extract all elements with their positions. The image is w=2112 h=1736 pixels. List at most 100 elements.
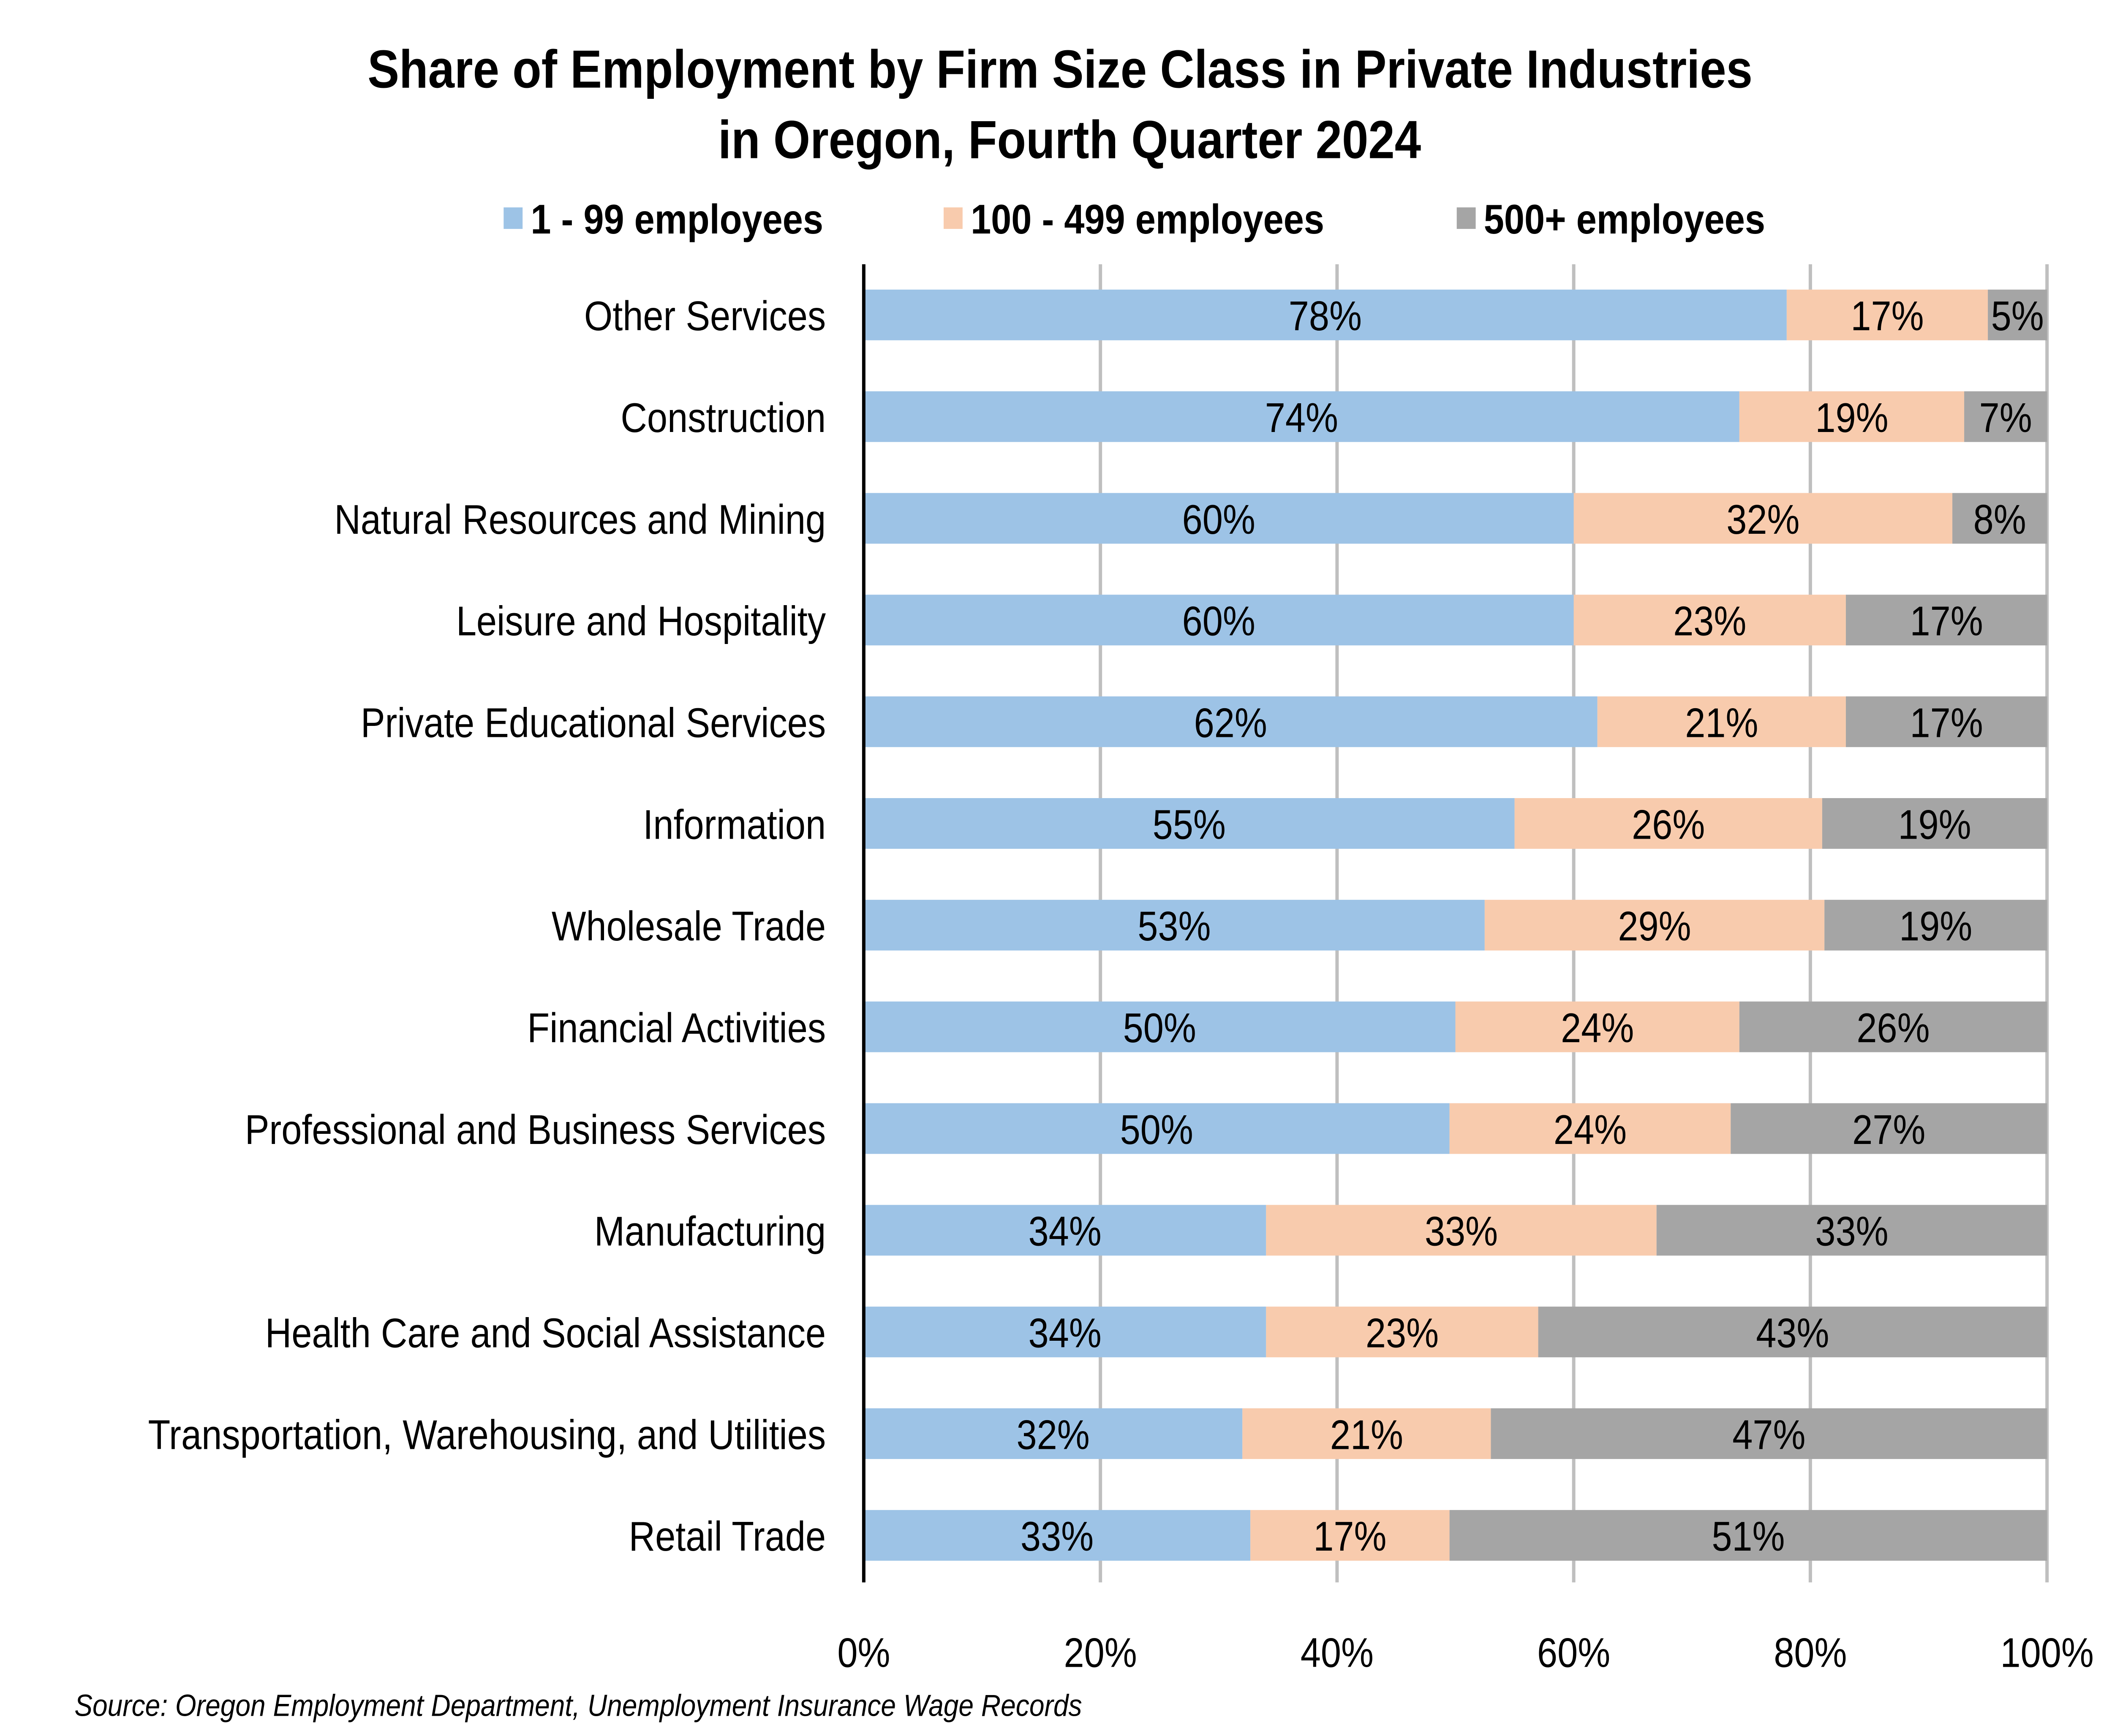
data-label: 32% — [1726, 496, 1799, 543]
data-label: 29% — [1618, 903, 1691, 949]
bar-segment — [863, 696, 1598, 747]
data-label: 47% — [1732, 1411, 1805, 1458]
bar-segment — [1656, 1205, 2047, 1256]
bar-segment — [863, 798, 1515, 849]
bar-segment — [1491, 1408, 2047, 1459]
source-note: Source: Oregon Employment Department, Un… — [74, 1688, 1082, 1723]
bar-segment — [1824, 899, 2047, 951]
category-label: Manufacturing — [594, 1208, 826, 1255]
bar-segment — [863, 1103, 1450, 1154]
x-tick-label: 100% — [2000, 1629, 2094, 1676]
bar-segment — [1597, 696, 1846, 747]
bar-segment — [863, 1510, 1251, 1561]
bar-segment — [863, 289, 1787, 340]
category-label: Other Services — [584, 293, 826, 339]
x-tick-label: 80% — [1774, 1629, 1847, 1676]
data-label: 23% — [1673, 598, 1746, 644]
chart-title-line-2: in Oregon, Fourth Quarter 2024 — [718, 110, 1421, 170]
data-label: 19% — [1899, 903, 1972, 949]
data-label: 33% — [1815, 1208, 1888, 1255]
data-label: 27% — [1852, 1106, 1925, 1153]
data-label: 33% — [1021, 1513, 1094, 1559]
bar-segment — [1455, 1001, 1739, 1052]
data-label: 62% — [1194, 699, 1267, 746]
bar-segment — [863, 1408, 1243, 1459]
legend-swatch — [504, 207, 523, 229]
bar-segment — [1822, 798, 2047, 849]
category-label: Financial Activities — [527, 1005, 826, 1051]
bar-segment — [1484, 899, 1825, 951]
category-label: Information — [643, 801, 826, 848]
data-label: 33% — [1425, 1208, 1498, 1255]
legend: 1 - 99 employees 100 - 499 employees 500+ … — [504, 196, 1765, 242]
bar-segment — [1514, 798, 1822, 849]
data-label: 24% — [1561, 1005, 1634, 1051]
data-label: 19% — [1898, 801, 1971, 848]
bar-segment — [1731, 1103, 2047, 1154]
data-label: 7% — [1979, 394, 2032, 441]
data-label: 17% — [1910, 598, 1983, 644]
x-tick-label: 60% — [1537, 1629, 1610, 1676]
data-label: 17% — [1313, 1513, 1386, 1559]
category-label: Wholesale Trade — [552, 903, 826, 949]
legend-swatch — [943, 207, 963, 229]
bar-segment — [1573, 595, 1846, 646]
x-tick-label: 40% — [1301, 1629, 1374, 1676]
bar-segment — [1739, 1001, 2047, 1052]
data-label: 5% — [1991, 293, 2044, 339]
bar-segment — [863, 1001, 1456, 1052]
data-label: 17% — [1851, 293, 1924, 339]
x-tick-label: 0% — [837, 1629, 890, 1676]
data-label: 21% — [1685, 699, 1758, 746]
data-label: 17% — [1910, 699, 1983, 746]
data-label: 26% — [1856, 1005, 1930, 1051]
data-label: 24% — [1554, 1106, 1627, 1153]
bar-segment — [1739, 391, 1965, 442]
legend-swatch — [1456, 207, 1476, 229]
bar-segment — [863, 899, 1485, 951]
bar-segment — [1988, 289, 2047, 340]
legend-label: 100 - 499 employees — [971, 196, 1324, 242]
bar-segment — [863, 1205, 1266, 1256]
x-tick-label: 20% — [1064, 1629, 1137, 1676]
bar-segment — [863, 493, 1574, 544]
bar-segment — [1786, 289, 1988, 340]
data-label: 34% — [1029, 1208, 1102, 1255]
category-label: Private Educational Services — [361, 699, 826, 746]
chart-title-line-1: Share of Employment by Firm Size Class i… — [367, 39, 1753, 99]
data-label: 53% — [1138, 903, 1211, 949]
bar-segment — [863, 595, 1574, 646]
category-label: Natural Resources and Mining — [334, 496, 826, 543]
category-label: Professional and Business Services — [245, 1106, 826, 1153]
data-label: 19% — [1815, 394, 1888, 441]
data-label: 50% — [1120, 1106, 1193, 1153]
data-label: 78% — [1289, 293, 1362, 339]
category-label: Construction — [621, 394, 826, 441]
category-label: Health Care and Social Assistance — [265, 1309, 826, 1356]
data-label: 23% — [1366, 1309, 1439, 1356]
data-label: 43% — [1756, 1309, 1829, 1356]
data-label: 55% — [1153, 801, 1226, 848]
bar-segment — [863, 1307, 1266, 1358]
legend-label: 1 - 99 employees — [531, 196, 823, 242]
data-label: 32% — [1016, 1411, 1089, 1458]
x-axis-tick-labels: 0% 20% 40% 60% 80% 100% — [837, 1629, 2093, 1676]
bar-segment — [1952, 493, 2047, 544]
data-label: 74% — [1265, 394, 1338, 441]
bar-segment — [1964, 391, 2047, 442]
bar-segment — [1449, 1510, 2047, 1561]
bar-segment — [1845, 595, 2047, 646]
data-label: 50% — [1123, 1005, 1196, 1051]
data-label: 51% — [1712, 1513, 1785, 1559]
category-label: Transportation, Warehousing, and Utiliti… — [148, 1411, 826, 1458]
category-labels: Other Services Construction Natural Resour… — [148, 293, 826, 1559]
bar-segment — [863, 391, 1739, 442]
data-label: 60% — [1182, 496, 1255, 543]
bar-segment — [1266, 1205, 1657, 1256]
data-label: 21% — [1330, 1411, 1403, 1458]
bar-segment — [1573, 493, 1953, 544]
data-label: 60% — [1182, 598, 1255, 644]
bars: 78% 17% 5% 74% 19% 7% 60% 32% 8% 60% 23% 17% 62% 21% 1… — [863, 289, 2047, 1561]
data-label: 34% — [1029, 1309, 1102, 1356]
